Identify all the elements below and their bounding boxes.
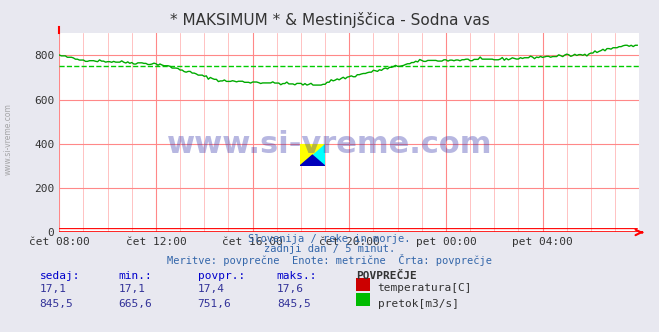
- Text: 17,6: 17,6: [277, 284, 304, 294]
- Text: 17,1: 17,1: [40, 284, 67, 294]
- Text: 751,6: 751,6: [198, 299, 231, 309]
- Text: povpr.:: povpr.:: [198, 271, 245, 281]
- Text: sedaj:: sedaj:: [40, 271, 80, 281]
- Text: POVPREČJE: POVPREČJE: [356, 271, 416, 281]
- Text: zadnji dan / 5 minut.: zadnji dan / 5 minut.: [264, 244, 395, 254]
- Text: 17,1: 17,1: [119, 284, 146, 294]
- Text: Meritve: povprečne  Enote: metrične  Črta: povprečje: Meritve: povprečne Enote: metrične Črta:…: [167, 254, 492, 266]
- Text: www.si-vreme.com: www.si-vreme.com: [3, 104, 13, 175]
- Text: 845,5: 845,5: [277, 299, 310, 309]
- Text: Slovenija / reke in morje.: Slovenija / reke in morje.: [248, 234, 411, 244]
- Text: * MAKSIMUM * & Mestinjščica - Sodna vas: * MAKSIMUM * & Mestinjščica - Sodna vas: [169, 12, 490, 28]
- Text: min.:: min.:: [119, 271, 152, 281]
- Text: temperatura[C]: temperatura[C]: [378, 283, 472, 293]
- Text: 17,4: 17,4: [198, 284, 225, 294]
- Text: pretok[m3/s]: pretok[m3/s]: [378, 299, 459, 309]
- Polygon shape: [300, 144, 325, 166]
- Text: 665,6: 665,6: [119, 299, 152, 309]
- Polygon shape: [300, 155, 325, 166]
- Text: www.si-vreme.com: www.si-vreme.com: [167, 130, 492, 159]
- Polygon shape: [300, 144, 325, 166]
- Text: 845,5: 845,5: [40, 299, 73, 309]
- Text: maks.:: maks.:: [277, 271, 317, 281]
